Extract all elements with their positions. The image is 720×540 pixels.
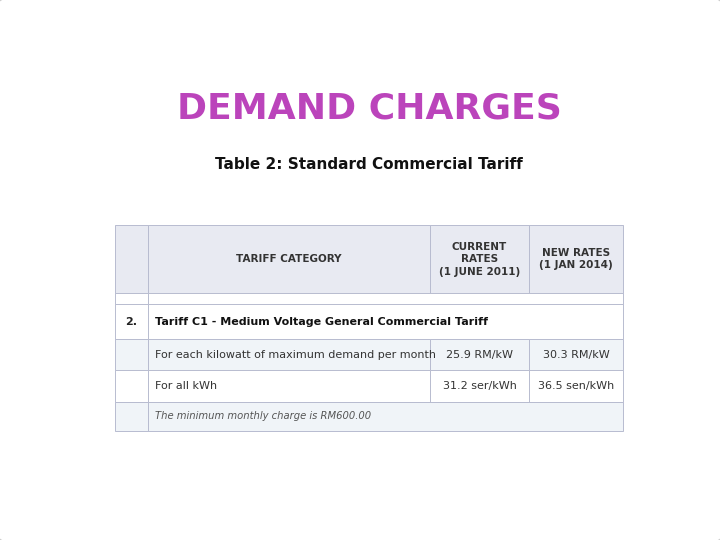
Bar (115, 294, 148, 304)
Bar (529, 339, 623, 370)
Bar (148, 339, 430, 370)
Text: Table 2: Standard Commercial Tariff: Table 2: Standard Commercial Tariff (215, 157, 523, 172)
Text: For each kilowatt of maximum demand per month: For each kilowatt of maximum demand per … (155, 350, 436, 360)
Text: CURRENT
RATES
(1 JUNE 2011): CURRENT RATES (1 JUNE 2011) (438, 242, 520, 276)
Bar (430, 225, 529, 294)
Text: The minimum monthly charge is RM600.00: The minimum monthly charge is RM600.00 (155, 411, 371, 421)
Bar (115, 225, 148, 294)
Bar (529, 370, 623, 402)
Text: 36.5 sen/kWh: 36.5 sen/kWh (538, 381, 614, 391)
Bar (148, 304, 623, 339)
Bar (430, 370, 529, 402)
Bar (115, 339, 148, 370)
Text: 30.3 RM/kW: 30.3 RM/kW (543, 350, 609, 360)
Bar (148, 402, 623, 431)
Text: DEMAND CHARGES: DEMAND CHARGES (176, 91, 562, 125)
Bar (430, 339, 529, 370)
Bar (115, 370, 148, 402)
Text: TARIFF CATEGORY: TARIFF CATEGORY (236, 254, 342, 264)
Bar (115, 402, 148, 431)
Bar (529, 225, 623, 294)
Text: Tariff C1 - Medium Voltage General Commercial Tariff: Tariff C1 - Medium Voltage General Comme… (155, 316, 488, 327)
Bar (115, 304, 148, 339)
Text: 31.2 ser/kWh: 31.2 ser/kWh (443, 381, 516, 391)
Text: 25.9 RM/kW: 25.9 RM/kW (446, 350, 513, 360)
Text: 2.: 2. (125, 316, 138, 327)
Bar (148, 370, 430, 402)
Text: NEW RATES
(1 JAN 2014): NEW RATES (1 JAN 2014) (539, 248, 613, 271)
Bar (148, 294, 623, 304)
Bar (148, 225, 430, 294)
Text: For all kWh: For all kWh (155, 381, 217, 391)
